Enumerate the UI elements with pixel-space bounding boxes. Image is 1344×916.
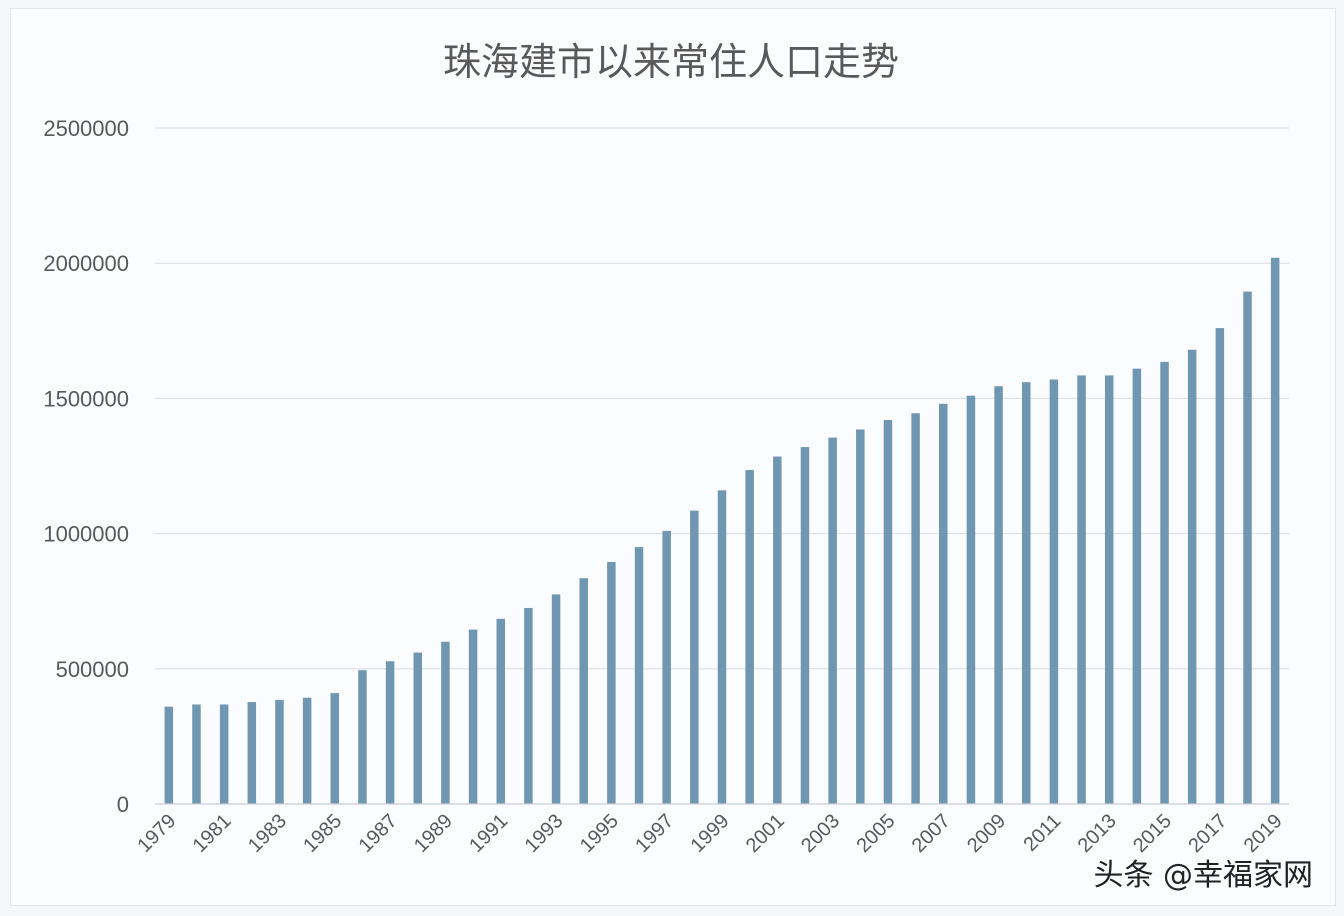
bar-1996 (634, 547, 644, 804)
x-tick-label: 1979 (133, 810, 180, 857)
x-tick-label: 2013 (1074, 810, 1121, 857)
bar-2004 (856, 429, 865, 804)
bar-2016 (1187, 349, 1197, 804)
bar-2013 (1104, 375, 1114, 804)
bar-2006 (911, 413, 920, 804)
x-tick-label: 1989 (410, 810, 457, 857)
bar-2014 (1132, 368, 1142, 804)
x-tick-label: 1983 (244, 810, 291, 857)
x-tick-label: 2005 (852, 810, 899, 857)
x-tick-label: 1991 (465, 810, 512, 857)
chart-title: 珠海建市以来常住人口走势 (443, 40, 899, 84)
bar-2011 (1049, 379, 1059, 804)
bar-1984 (302, 697, 312, 804)
chart-frame: 珠海建市以来常住人口走势 0 500000 1000000 1500000 200000… (10, 8, 1336, 906)
bar-2019 (1270, 257, 1280, 804)
bar-2017 (1215, 328, 1225, 804)
bar-1979 (164, 706, 174, 804)
bar-1999 (717, 490, 727, 804)
y-tick-label: 2000000 (43, 251, 129, 276)
bar-1987 (385, 661, 395, 804)
bar-1986 (358, 670, 367, 804)
x-tick-label: 2015 (1129, 810, 1176, 857)
bar-1989 (441, 641, 450, 804)
bar-2008 (966, 395, 976, 804)
bar-2012 (1077, 375, 1086, 804)
y-tick-label: 500000 (56, 657, 129, 682)
x-tick-label: 2019 (1240, 810, 1287, 857)
bar-1998 (690, 510, 699, 804)
bar-2015 (1160, 361, 1169, 804)
bar-2010 (1021, 382, 1031, 804)
bar-2000 (745, 470, 754, 804)
x-tick-label: 1985 (299, 810, 346, 857)
x-tick-label: 2001 (742, 810, 789, 857)
bar-1982 (247, 702, 257, 804)
watermark-text: 头条 @幸福家网 (1093, 858, 1313, 893)
bar-2005 (883, 420, 893, 804)
bar-2007 (939, 403, 948, 804)
bar-2003 (828, 437, 837, 804)
bar-1993 (551, 594, 561, 804)
x-tick-label: 1981 (189, 810, 236, 857)
population-bar-chart: 珠海建市以来常住人口走势 0 500000 1000000 1500000 200000… (43, 40, 1313, 893)
bar-1992 (524, 607, 533, 804)
x-axis-tick-labels: 1979 1981 1983 1985 1987 1989 1991 1993 1995 1997… (133, 810, 1286, 857)
bar-1985 (330, 693, 340, 804)
bar-1995 (607, 561, 616, 804)
bar-1981 (219, 704, 229, 804)
bar-1980 (192, 704, 201, 804)
x-tick-label: 1999 (687, 810, 734, 857)
bar-1991 (496, 618, 505, 804)
bars (164, 257, 1280, 804)
x-tick-label: 2003 (797, 810, 844, 857)
x-tick-label: 1993 (521, 810, 568, 857)
y-tick-label: 1500000 (43, 386, 129, 411)
y-axis-tick-labels: 0 500000 1000000 1500000 2000000 2500000 (43, 116, 129, 817)
y-tick-label: 1000000 (43, 522, 129, 547)
bar-1988 (413, 652, 423, 804)
x-tick-label: 1995 (576, 810, 623, 857)
y-tick-label: 0 (117, 792, 129, 817)
x-tick-label: 2017 (1184, 810, 1231, 857)
grid-lines (155, 127, 1289, 670)
bar-1990 (468, 629, 478, 804)
x-tick-label: 2007 (908, 810, 955, 857)
x-tick-label: 1987 (355, 810, 402, 857)
bar-2002 (800, 447, 810, 804)
bar-1994 (579, 578, 588, 804)
bar-1983 (275, 699, 284, 804)
bar-1997 (662, 530, 671, 804)
x-tick-label: 2009 (963, 810, 1010, 857)
y-tick-label: 2500000 (43, 116, 129, 141)
bar-2009 (994, 386, 1003, 804)
bar-2018 (1243, 291, 1252, 804)
bar-2001 (773, 456, 782, 804)
x-tick-label: 2011 (1019, 810, 1065, 856)
x-tick-label: 1997 (631, 810, 678, 857)
